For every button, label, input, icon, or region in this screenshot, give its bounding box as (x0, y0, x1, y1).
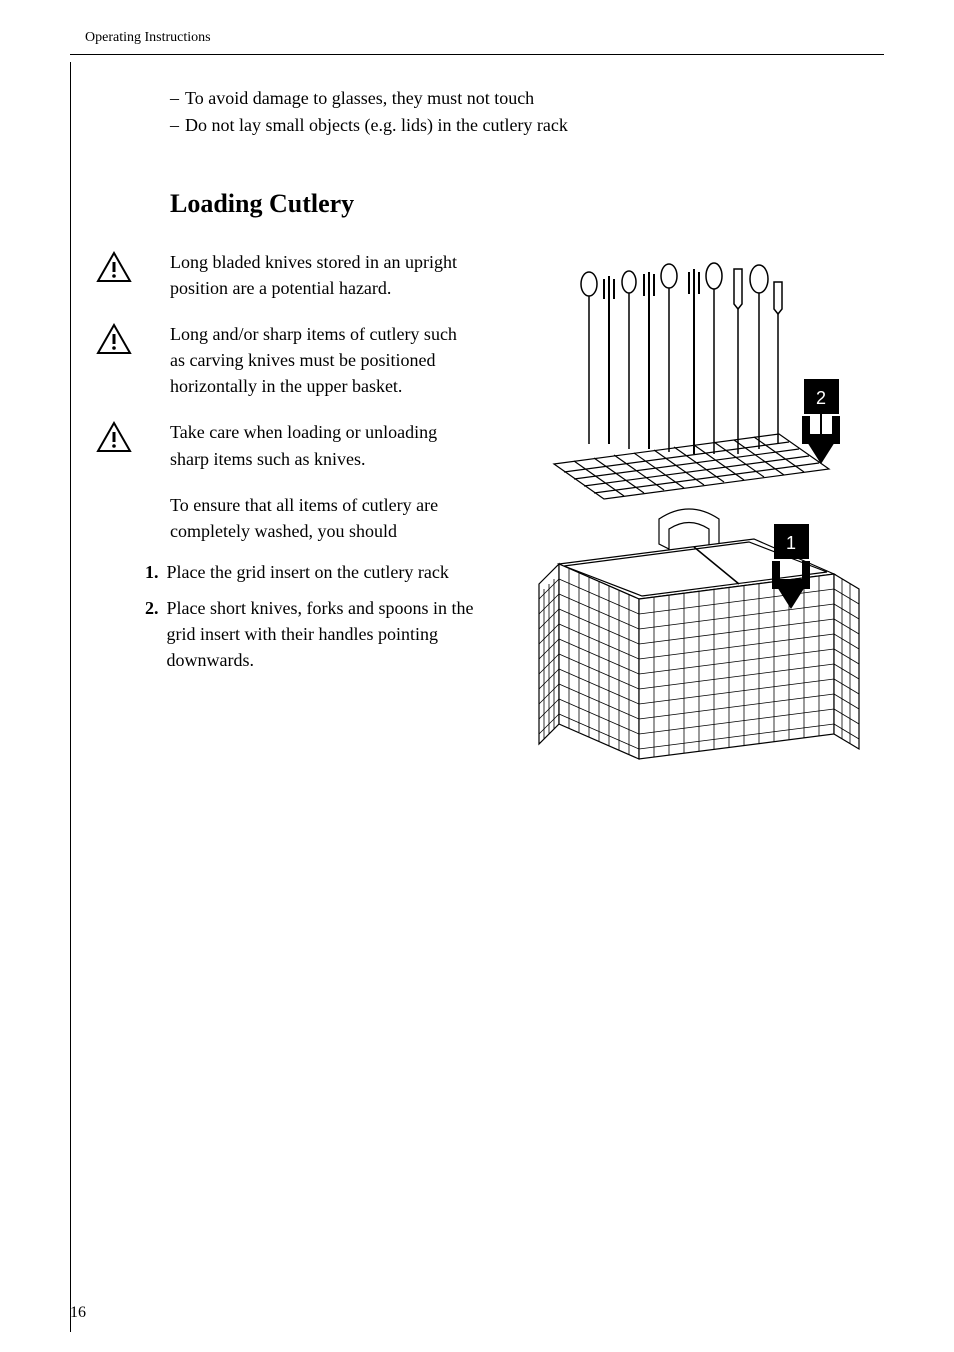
intro-list: – To avoid damage to glasses, they must … (70, 85, 884, 139)
warning-block: Long and/or sharp items of cutlery such … (95, 321, 474, 399)
warning-block: Long bladed knives stored in an upright … (95, 249, 474, 301)
grid-insert-group (554, 263, 829, 499)
dash-bullet: – (170, 112, 179, 139)
warning-text: Take care when loading or unloading shar… (135, 419, 474, 471)
warning-block: Take care when loading or unloading shar… (95, 419, 474, 471)
intro-text: Do not lay small objects (e.g. lids) in … (185, 112, 568, 139)
intro-paragraph: To ensure that all items of cutlery are … (95, 492, 474, 544)
intro-item: – Do not lay small objects (e.g. lids) i… (170, 112, 884, 139)
page-header: Operating Instructions (70, 30, 884, 55)
step-number: 2. (145, 595, 159, 673)
intro-text: To avoid damage to glasses, they must no… (185, 85, 534, 112)
text-column: Long bladed knives stored in an upright … (70, 249, 474, 809)
dash-bullet: – (170, 85, 179, 112)
step-text: Place the grid insert on the cutlery rac… (167, 559, 449, 585)
step-text: Place short knives, forks and spoons in … (167, 595, 475, 673)
warning-text: Long and/or sharp items of cutlery such … (135, 321, 474, 399)
basket-group (539, 509, 859, 759)
warning-icon (95, 323, 135, 362)
section-title: Loading Cutlery (70, 189, 884, 219)
header-text: Operating Instructions (85, 30, 211, 45)
step-number: 1. (145, 559, 159, 585)
figure-column: 2 (494, 249, 884, 809)
warning-icon (95, 251, 135, 290)
vertical-rule (70, 62, 71, 1332)
page-number: 16 (70, 1304, 86, 1322)
warning-text: Long bladed knives stored in an upright … (135, 249, 474, 301)
cutlery-basket-figure: 2 (494, 254, 884, 804)
intro-item: – To avoid damage to glasses, they must … (170, 85, 884, 112)
arrow-2-group: 2 (802, 379, 840, 464)
content-row: Long bladed knives stored in an upright … (70, 249, 884, 809)
numbered-item: 1. Place the grid insert on the cutlery … (145, 559, 474, 585)
label-1: 1 (786, 533, 796, 553)
numbered-list: 1. Place the grid insert on the cutlery … (95, 559, 474, 673)
numbered-item: 2. Place short knives, forks and spoons … (145, 595, 474, 673)
label-2: 2 (816, 388, 826, 408)
warning-icon (95, 421, 135, 460)
